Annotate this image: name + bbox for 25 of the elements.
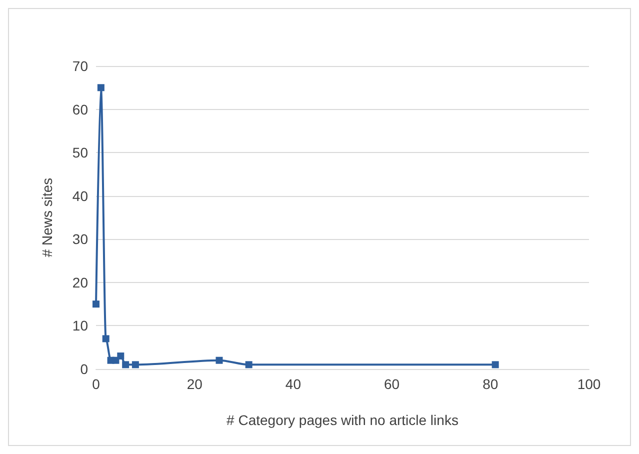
point (92, 300, 100, 308)
point (245, 361, 252, 368)
y-tick-label: 60 (72, 101, 88, 118)
x-tick-label: 40 (285, 376, 302, 392)
x-tick-label: 20 (186, 376, 203, 392)
x-tick-label: 0 (92, 376, 100, 392)
point (122, 361, 130, 368)
point (216, 356, 223, 364)
point (97, 84, 104, 92)
y-tick-label: 10 (72, 318, 88, 334)
point (132, 361, 139, 368)
x-tick-label: 60 (384, 376, 400, 392)
point (492, 361, 499, 368)
x-axis-title: # Category pages with no article links (226, 412, 458, 428)
y-tick-label: 70 (72, 58, 88, 74)
x-tick-label: 100 (577, 376, 601, 392)
y-tick-label: 50 (72, 144, 88, 161)
y-tick-label: 40 (72, 188, 88, 204)
y-tick-label: 0 (80, 361, 88, 377)
y-axis-title: # News sites (39, 178, 55, 258)
point (102, 335, 110, 342)
y-tick-label: 30 (72, 231, 88, 248)
y-tick-label: 20 (72, 274, 88, 290)
point (117, 352, 124, 360)
x-tick-label: 80 (482, 376, 498, 392)
